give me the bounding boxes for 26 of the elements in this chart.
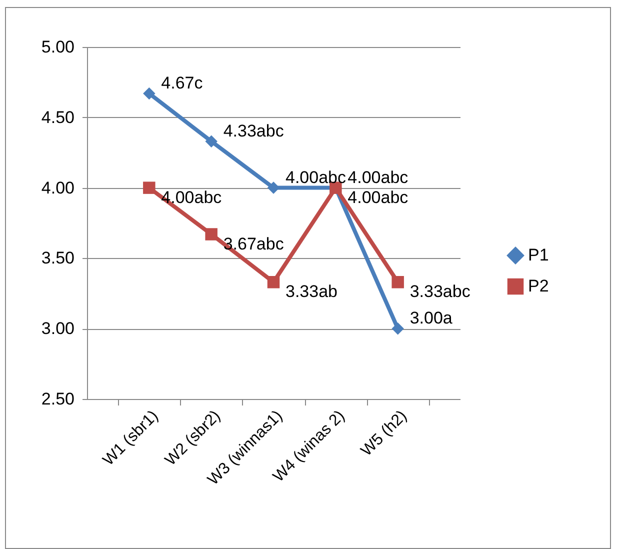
point [143, 87, 156, 100]
y-tick-label: 4.00 [41, 178, 74, 198]
point [392, 322, 404, 335]
data-label: 3.00a [410, 308, 453, 328]
data-label: 3.33ab [286, 282, 338, 302]
y-tick-label: 3.50 [41, 248, 74, 268]
y-tick-label: 2.50 [41, 390, 74, 408]
y-tick-label: 5.00 [41, 38, 74, 56]
data-label: 3.33abc [410, 282, 471, 302]
point [205, 135, 218, 148]
data-label: 3.67abc [223, 234, 284, 254]
point [205, 228, 218, 240]
point [143, 182, 156, 194]
y-tick-label: 4.50 [41, 108, 74, 127]
x-tick-label: W5 (h2) [358, 408, 410, 460]
point [392, 276, 404, 288]
legend-label: P2 [528, 276, 549, 296]
data-label: 4.33abc [223, 121, 284, 140]
data-label: 4.00abc [286, 168, 346, 187]
data-label: 4.67c [161, 73, 204, 92]
point [267, 276, 280, 288]
data-label: 4.00abc [348, 168, 409, 187]
y-tick-label: 3.00 [41, 319, 74, 338]
legend-label: P1 [528, 246, 549, 264]
data-label: 4.00abc [161, 188, 222, 207]
data-label: 4.00abc [348, 188, 409, 207]
